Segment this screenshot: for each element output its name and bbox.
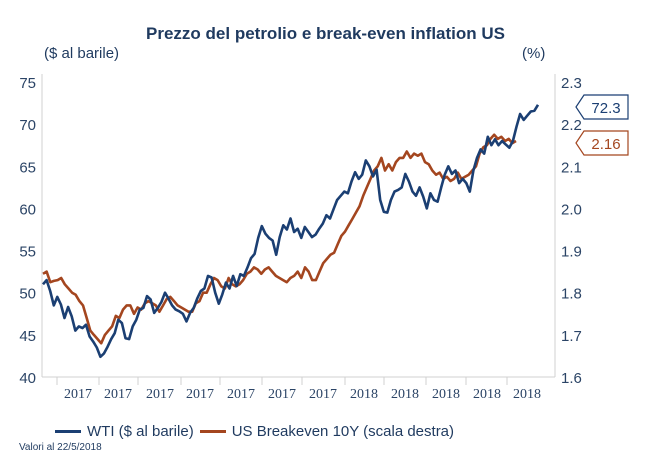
left-tick-label: 55 <box>19 244 36 261</box>
left-tick-label: 60 <box>19 201 36 218</box>
data-date-note: Valori al 22/5/2018 <box>19 442 102 453</box>
x-tick-label: 2017 <box>186 387 214 402</box>
end-label-wti: 72.3 <box>575 94 629 120</box>
chart-title: Prezzo del petrolio e break-even inflati… <box>146 24 505 43</box>
right-tick-label: 1.9 <box>561 244 582 261</box>
end-labels: 72.3 2.16 <box>575 94 629 156</box>
axes: 40 45 50 55 60 65 70 75 1.6 1.7 1.8 1.9 2.0 2.1 2.2 2.3… <box>19 74 582 402</box>
x-tick-label: 2018 <box>391 387 419 402</box>
end-label-breakeven-text: 2.16 <box>591 136 620 153</box>
end-label-wti-text: 72.3 <box>591 100 620 117</box>
x-tick-label: 2017 <box>146 387 174 402</box>
legend-swatch-wti <box>55 430 81 433</box>
right-tick-label: 2.1 <box>561 159 582 176</box>
left-tick-label: 45 <box>19 328 36 345</box>
series-line-wti <box>42 104 540 359</box>
right-axis-unit: (%) <box>522 45 546 62</box>
legend-item-breakeven: US Breakeven 10Y (scala destra) <box>199 423 455 440</box>
right-tick-label: 2.3 <box>561 75 582 92</box>
legend-item-wti: WTI ($ al barile) <box>55 423 194 440</box>
x-tick-label: 2017 <box>309 387 337 402</box>
legend-label-wti: WTI ($ al barile) <box>87 423 194 440</box>
end-label-breakeven-box <box>575 130 629 156</box>
right-tick-label: 1.6 <box>561 370 582 387</box>
left-tick-label: 65 <box>19 159 36 176</box>
right-tick-label: 2.0 <box>561 201 582 218</box>
x-tick-label: 2018 <box>432 387 460 402</box>
x-tick-label: 2017 <box>64 387 92 402</box>
left-tick-label: 70 <box>19 117 36 134</box>
x-tick-label: 2018 <box>513 387 541 402</box>
x-tick-label: 2018 <box>473 387 501 402</box>
left-tick-label: 40 <box>19 370 36 387</box>
legend: WTI ($ al barile) US Breakeven 10Y (scal… <box>55 423 460 440</box>
right-tick-label: 1.7 <box>561 328 582 345</box>
legend-swatch-breakeven <box>199 430 226 433</box>
x-tick-label: 2018 <box>350 387 378 402</box>
legend-label-breakeven: US Breakeven 10Y (scala destra) <box>231 423 455 440</box>
x-tick-label: 2017 <box>104 387 132 402</box>
left-tick-label: 75 <box>19 75 36 92</box>
series-line-breakeven <box>42 133 517 345</box>
end-label-breakeven: 2.16 <box>575 130 629 156</box>
x-tick-label: 2017 <box>227 387 255 402</box>
x-tick-label: 2017 <box>268 387 296 402</box>
series-lines <box>42 104 540 359</box>
right-tick-label: 2.2 <box>561 117 582 134</box>
left-axis-unit: ($ al barile) <box>44 45 120 62</box>
right-tick-label: 1.8 <box>561 286 582 303</box>
end-label-wti-box <box>575 94 629 120</box>
left-tick-label: 50 <box>19 286 36 303</box>
